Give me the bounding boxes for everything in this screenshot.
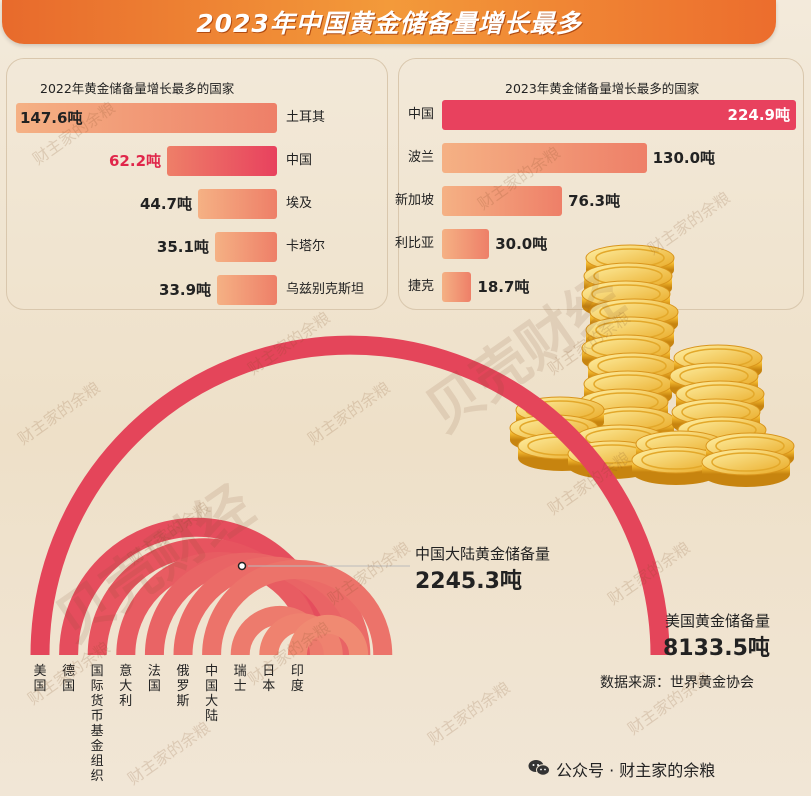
china-marker	[237, 561, 247, 571]
value-2023-1: 130.0吨	[652, 149, 716, 167]
bar-2022-3	[214, 232, 277, 262]
arc-label-2: 国际货币基金组织	[90, 664, 104, 784]
arc-label-6: 中国大陆	[205, 664, 219, 724]
bar-2022-0	[16, 103, 277, 133]
arc-7	[230, 605, 329, 656]
value-2023-0: 224.9吨	[727, 106, 790, 124]
title-banner: 2023年中国黄金储备量增长最多	[2, 0, 776, 44]
value-2022-1: 62.2吨	[109, 152, 162, 170]
arc-6	[202, 560, 393, 656]
arc-label-1: 德国	[62, 664, 76, 694]
category-2022-2: 埃及	[286, 196, 313, 211]
china-annotation-value: 2245.3吨	[415, 569, 522, 594]
bar-2023-1	[442, 143, 647, 173]
coin-23	[701, 448, 791, 487]
category-2022-0: 土耳其	[286, 110, 326, 125]
bar-2022-1	[167, 146, 277, 176]
china-annotation-label: 中国大陆黄金储备量	[415, 545, 551, 563]
bar-2022-2	[197, 189, 277, 219]
category-2023-1: 波兰	[407, 150, 434, 165]
category-2022-3: 卡塔尔	[286, 239, 326, 254]
value-2022-2: 44.7吨	[139, 195, 192, 213]
bar-2023-2	[442, 186, 563, 216]
usa-annotation-value: 8133.5吨	[663, 636, 770, 661]
coin-21	[631, 446, 721, 485]
chart-2023-title: 2023年黄金储备量增长最多的国家	[505, 81, 700, 96]
arc-9	[287, 614, 369, 656]
bar-2023-0	[442, 100, 796, 130]
category-2023-4: 捷克	[407, 279, 434, 294]
arc-label-5: 俄罗斯	[176, 664, 190, 709]
arc-8	[259, 613, 343, 656]
panel-2022	[6, 58, 388, 310]
value-2022-4: 33.9吨	[159, 281, 212, 299]
arc-label-8: 日本	[262, 664, 276, 694]
footer-channel: 公众号 · 财主家的余粮	[556, 761, 716, 780]
value-2023-3: 30.0吨	[495, 235, 548, 253]
arc-0	[30, 335, 670, 656]
wechat-icon	[528, 760, 550, 776]
arc-label-7: 瑞士	[233, 664, 247, 694]
category-2023-2: 新加坡	[394, 193, 434, 208]
bar-2023-4	[442, 272, 472, 302]
value-2022-0: 147.6吨	[20, 109, 83, 127]
value-2023-4: 18.7吨	[477, 278, 530, 296]
arc-label-0: 美国	[33, 664, 47, 694]
usa-annotation-label: 美国黄金储备量	[665, 612, 771, 630]
category-2022-4: 乌兹别克斯坦	[286, 282, 365, 297]
bar-2023-3	[442, 229, 490, 259]
chart-2022-title: 2022年黄金储备量增长最多的国家	[40, 81, 235, 96]
value-2022-3: 35.1吨	[156, 238, 209, 256]
arc-label-3: 意大利	[119, 664, 133, 709]
arc-label-9: 印度	[290, 664, 304, 694]
value-2023-2: 76.3吨	[568, 192, 621, 210]
data-source: 数据来源：世界黄金协会	[600, 675, 754, 691]
category-2023-0: 中国	[407, 107, 434, 122]
page-title: 2023年中国黄金储备量增长最多	[196, 9, 582, 38]
category-2023-3: 利比亚	[394, 236, 434, 251]
bar-2022-4	[217, 275, 277, 305]
arc-label-4: 法国	[147, 664, 161, 694]
category-2022-1: 中国	[286, 153, 313, 168]
gold-coins-illustration	[509, 244, 795, 487]
